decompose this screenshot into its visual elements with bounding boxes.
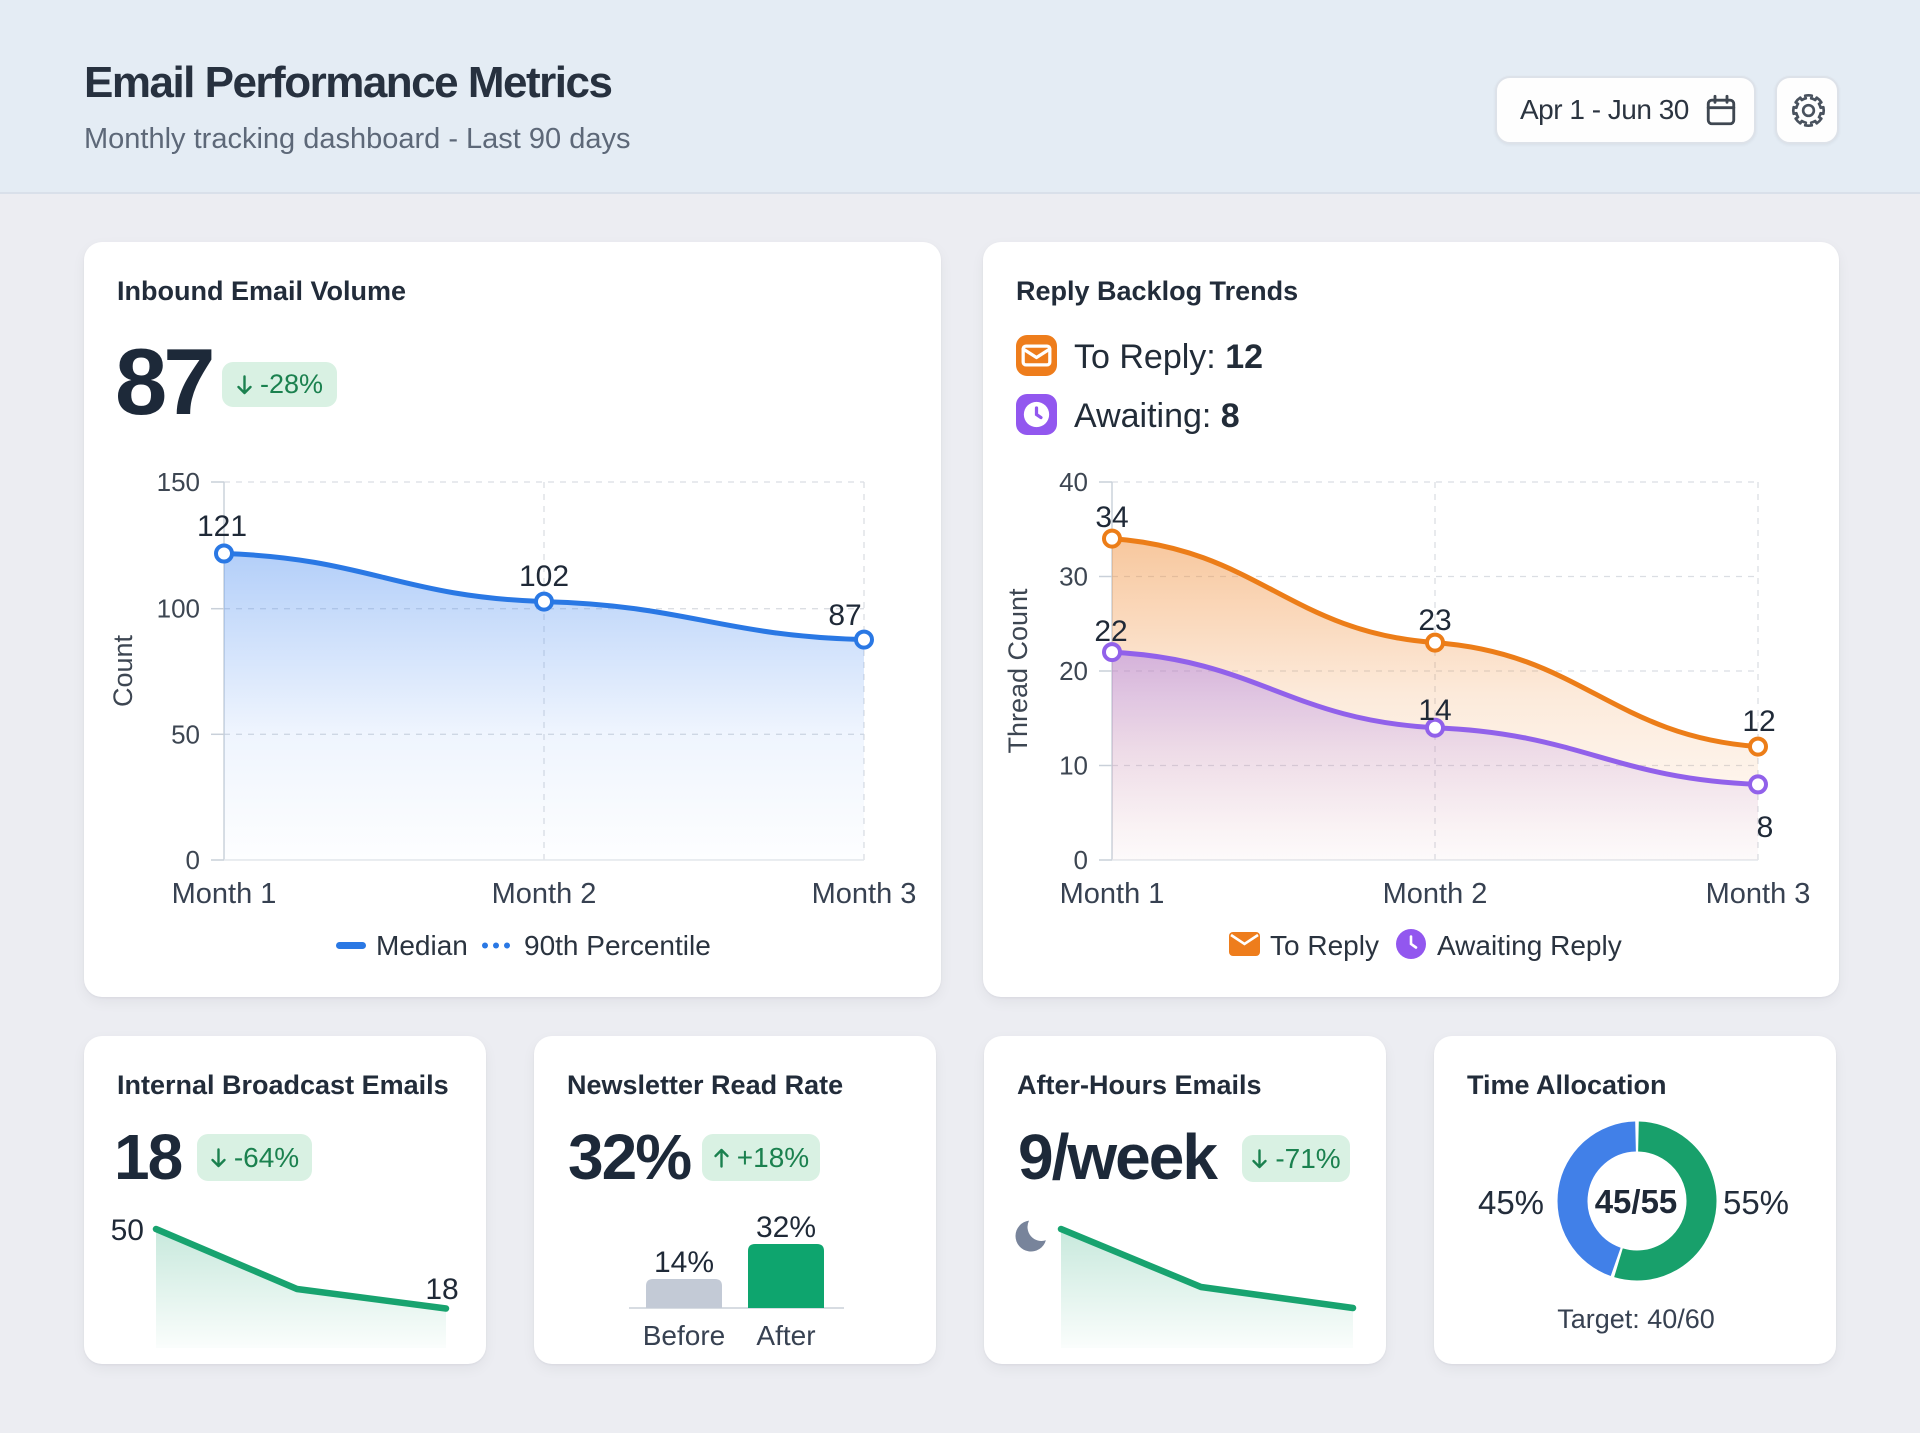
- svg-text:30: 30: [1059, 562, 1088, 592]
- svg-text:8: 8: [1757, 811, 1774, 844]
- svg-text:Awaiting Reply: Awaiting Reply: [1437, 930, 1622, 961]
- svg-text:Month 3: Month 3: [1706, 878, 1811, 910]
- svg-text:Month 2: Month 2: [492, 878, 597, 910]
- svg-text:55%: 55%: [1723, 1184, 1789, 1221]
- svg-text:32%: 32%: [756, 1211, 816, 1244]
- svg-text:100: 100: [157, 594, 200, 624]
- svg-text:Month 1: Month 1: [172, 878, 277, 910]
- svg-text:90th Percentile: 90th Percentile: [524, 930, 711, 961]
- svg-text:22: 22: [1094, 615, 1127, 648]
- svg-text:Median: Median: [376, 930, 468, 961]
- svg-text:102: 102: [519, 560, 569, 593]
- svg-text:Target: 40/60: Target: 40/60: [1557, 1304, 1715, 1334]
- svg-text:18: 18: [425, 1273, 458, 1306]
- svg-text:121: 121: [197, 510, 247, 543]
- svg-text:Month 3: Month 3: [812, 878, 917, 910]
- svg-text:45/55: 45/55: [1595, 1183, 1678, 1220]
- svg-text:20: 20: [1059, 656, 1088, 686]
- svg-text:87: 87: [828, 599, 861, 632]
- svg-text:12: 12: [1742, 705, 1775, 738]
- svg-text:0: 0: [1074, 845, 1088, 875]
- svg-text:45%: 45%: [1478, 1184, 1544, 1221]
- svg-text:10: 10: [1059, 751, 1088, 781]
- svg-text:23: 23: [1418, 604, 1451, 637]
- svg-text:50: 50: [111, 1214, 144, 1247]
- svg-text:Thread Count: Thread Count: [1003, 588, 1033, 754]
- svg-text:Month 1: Month 1: [1060, 878, 1165, 910]
- svg-text:34: 34: [1095, 501, 1128, 534]
- svg-text:150: 150: [157, 467, 200, 497]
- svg-text:To Reply: To Reply: [1270, 930, 1379, 961]
- svg-text:14%: 14%: [654, 1246, 714, 1279]
- svg-text:14: 14: [1418, 694, 1451, 727]
- svg-text:40: 40: [1059, 467, 1088, 497]
- svg-text:Month 2: Month 2: [1383, 878, 1488, 910]
- svg-text:After: After: [756, 1320, 815, 1351]
- svg-text:50: 50: [171, 719, 200, 749]
- svg-text:Count: Count: [108, 634, 138, 707]
- svg-text:0: 0: [186, 845, 200, 875]
- svg-text:Before: Before: [643, 1320, 726, 1351]
